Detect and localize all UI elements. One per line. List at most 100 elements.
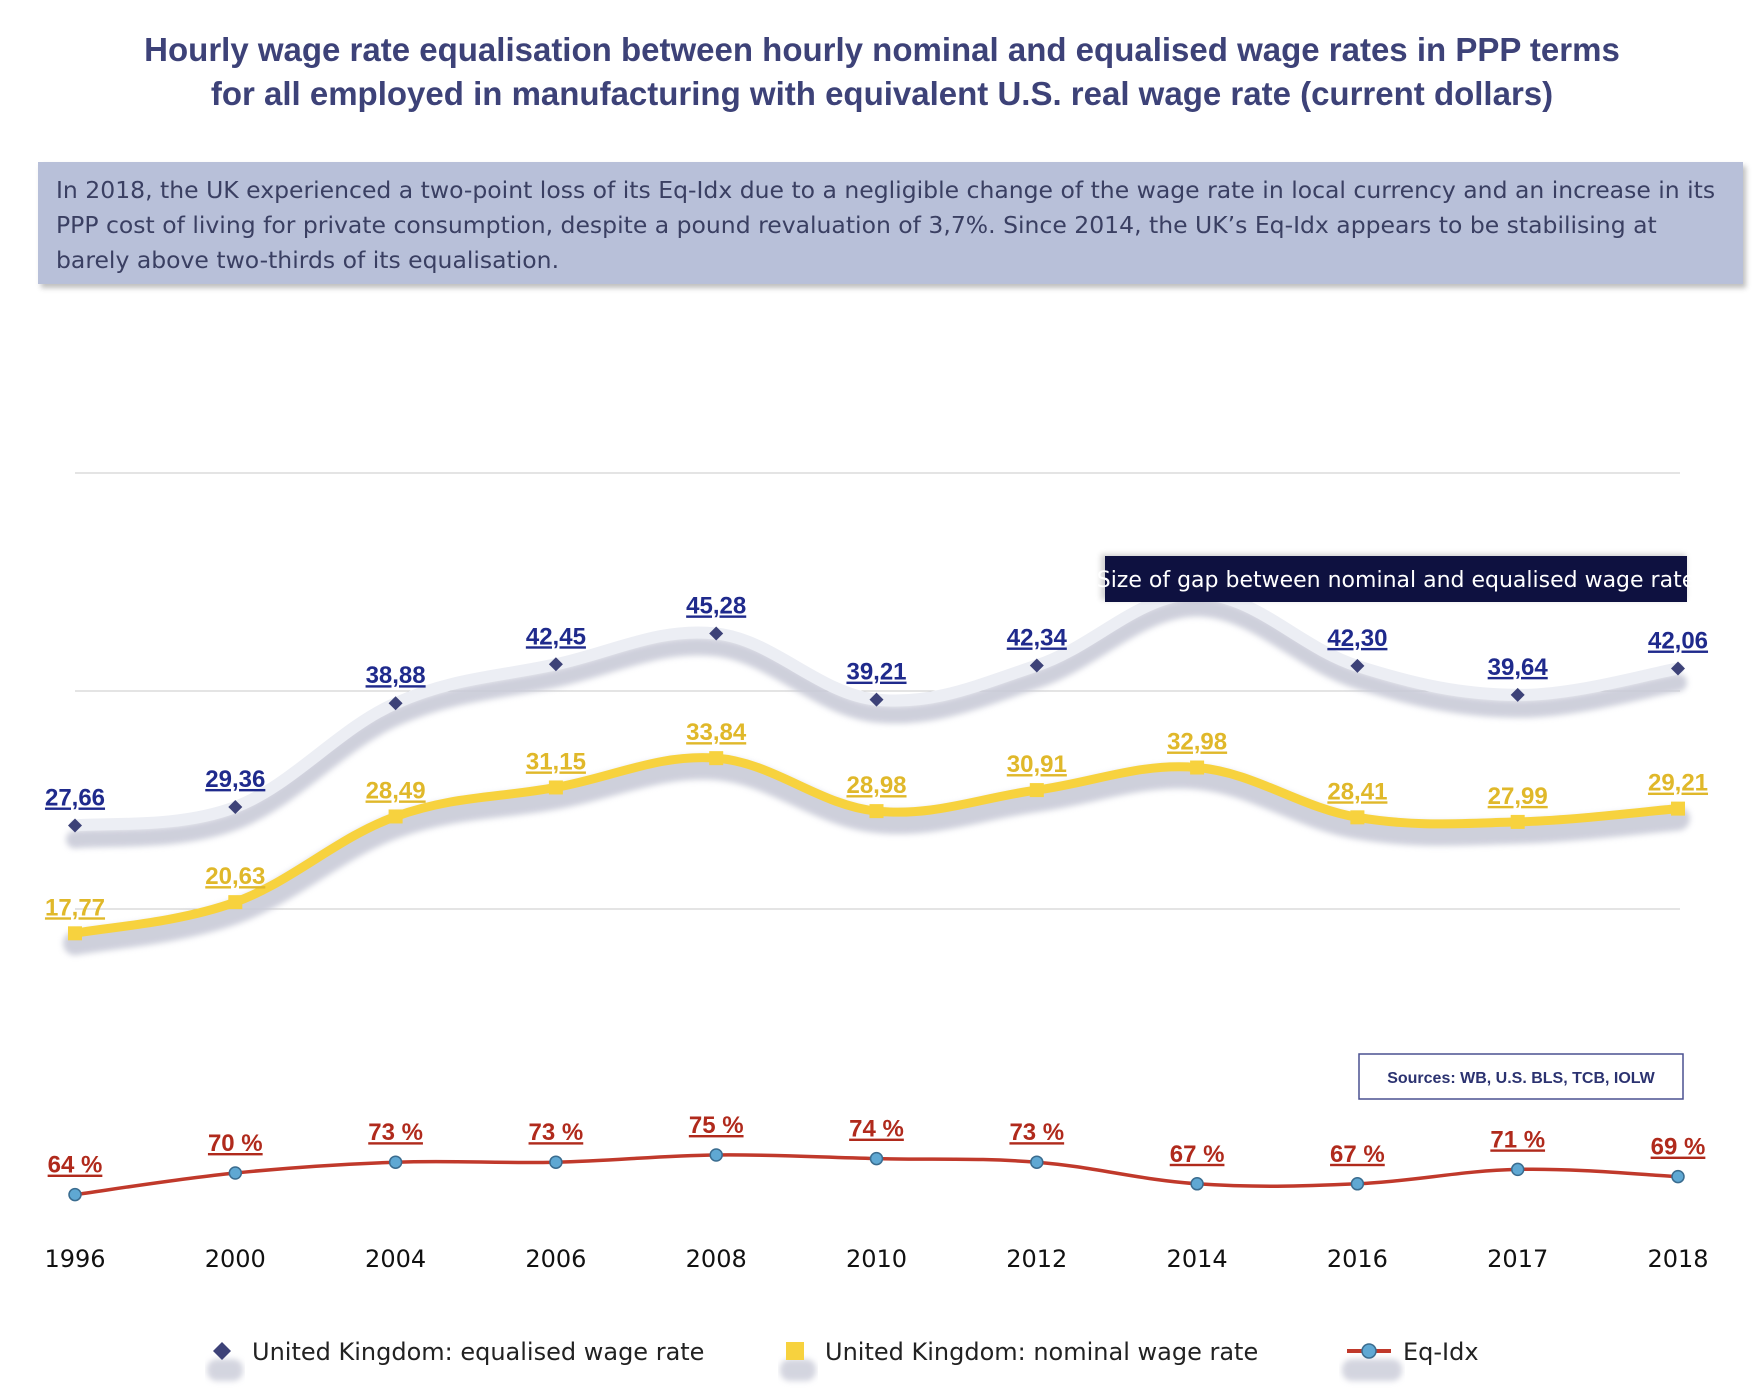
x-axis-ticks: 1996 2000 2004 2006 2008 2010 2012 2014 2016 2017… xyxy=(44,1245,1708,1273)
x-tick-label: 2018 xyxy=(1647,1245,1708,1273)
legend-eq-idx-label: Eq-Idx xyxy=(1403,1338,1479,1366)
equalised-value-label: 27,66 xyxy=(45,785,105,812)
eq-idx-marker xyxy=(869,1151,884,1166)
x-tick-label: 2012 xyxy=(1006,1245,1067,1273)
equalised-value-label: 42,30 xyxy=(1327,625,1387,652)
eq-idx-value-label: 73 % xyxy=(529,1119,584,1146)
x-tick-label: 2000 xyxy=(205,1245,266,1273)
nominal-value-label: 29,21 xyxy=(1648,770,1708,797)
nominal-line-shadow xyxy=(63,755,1690,956)
equalised-value-label: 39,64 xyxy=(1488,654,1549,681)
eq-idx-value-label: 75 % xyxy=(689,1112,744,1139)
equalised-marker xyxy=(869,692,884,707)
eq-idx-value-label: 73 % xyxy=(368,1119,423,1146)
x-tick-label: 1996 xyxy=(44,1245,105,1273)
nominal-marker xyxy=(1029,783,1044,798)
nominal-marker xyxy=(548,780,563,795)
nominal-marker xyxy=(1350,810,1365,825)
legend-equalised-shadow xyxy=(207,1359,243,1381)
x-tick-label: 2008 xyxy=(686,1245,747,1273)
eq-idx-value-label: 67 % xyxy=(1170,1141,1225,1168)
legend-nominal-label: United Kingdom: nominal wage rate xyxy=(825,1338,1258,1366)
eq-idx-marker xyxy=(1671,1169,1685,1184)
nominal-marker xyxy=(228,895,243,910)
eq-idx-value-label: 74 % xyxy=(849,1116,904,1143)
gap-annotation: Size of gap between nominal and equalise… xyxy=(1097,554,1696,602)
eq-idx-marker xyxy=(709,1148,723,1162)
nominal-marker xyxy=(388,809,403,824)
x-tick-label: 2016 xyxy=(1327,1245,1388,1273)
equalised-marker xyxy=(388,696,403,711)
chart-title: Hourly wage rate equalisation between ho… xyxy=(0,28,1764,116)
chart-title-line-2: for all employed in manufacturing with e… xyxy=(210,75,1554,112)
equalised-value-label: 45,28 xyxy=(686,592,746,619)
legend-eq-idx-shadow xyxy=(1342,1359,1402,1381)
legend-nominal: United Kingdom: nominal wage rate xyxy=(780,1338,1258,1381)
equalised-line-shadow xyxy=(66,598,1687,849)
nominal-marker xyxy=(1190,760,1205,775)
nominal-value-label: 30,91 xyxy=(1007,751,1067,778)
equalised-marker xyxy=(68,818,82,833)
eq-idx-value-label: 69 % xyxy=(1651,1134,1706,1161)
nominal-value-label: 33,84 xyxy=(686,719,747,746)
nominal-marker xyxy=(869,804,884,819)
nominal-value-label: 27,99 xyxy=(1488,783,1548,810)
equalised-marker xyxy=(1350,658,1365,673)
equalised-marker xyxy=(1029,658,1044,673)
sources-box: Sources: WB, U.S. BLS, TCB, IOLW xyxy=(1358,1053,1684,1100)
gap-annotation-label: Size of gap between nominal and equalise… xyxy=(1097,568,1696,593)
sources-label: Sources: WB, U.S. BLS, TCB, IOLW xyxy=(1387,1070,1655,1087)
nominal-marker xyxy=(1510,814,1525,829)
eq-idx-marker xyxy=(228,1166,243,1180)
equalised-value-label: 29,36 xyxy=(205,766,265,793)
nominal-marker xyxy=(1671,801,1685,816)
equalised-value-label: 38,88 xyxy=(366,662,426,689)
nominal-value-label: 28,98 xyxy=(846,772,906,799)
legend-equalised-label: United Kingdom: equalised wage rate xyxy=(252,1338,704,1366)
series-shadows xyxy=(63,598,1690,956)
legend-equalised: United Kingdom: equalised wage rate xyxy=(207,1338,704,1381)
nominal-value-label: 32,98 xyxy=(1167,729,1227,756)
eq-idx-value-label: 71 % xyxy=(1490,1126,1545,1153)
equalised-marker xyxy=(548,657,563,672)
equalised-value-label: 42,06 xyxy=(1648,628,1708,655)
equalised-marker xyxy=(1671,661,1685,676)
nominal-value-label: 28,41 xyxy=(1327,778,1387,805)
eq-idx-value-label: 67 % xyxy=(1330,1141,1385,1168)
legend-eq-idx: Eq-Idx xyxy=(1342,1338,1479,1381)
x-tick-label: 2017 xyxy=(1487,1245,1548,1273)
eq-idx-marker xyxy=(1190,1177,1204,1191)
eq-idx-value-label: 70 % xyxy=(208,1130,263,1157)
equalised-marker xyxy=(1510,687,1525,702)
legend-square-marker xyxy=(786,1342,804,1360)
nominal-marker xyxy=(709,751,724,766)
chart-area: 27,6629,3638,8842,4545,2839,2142,3448,92… xyxy=(44,472,1709,1381)
equalised-value-label: 39,21 xyxy=(846,659,906,686)
equalised-marker xyxy=(709,626,724,641)
series-markers xyxy=(68,586,1685,1202)
x-tick-label: 2006 xyxy=(525,1245,586,1273)
legend: United Kingdom: equalised wage rate Unite… xyxy=(207,1338,1479,1381)
data-labels: 27,6629,3638,8842,4545,2839,2142,3448,92… xyxy=(45,553,1708,1179)
chart-title-line-1: Hourly wage rate equalisation between ho… xyxy=(144,31,1620,68)
x-tick-label: 2010 xyxy=(846,1245,907,1273)
eq-idx-marker xyxy=(388,1155,403,1169)
eq-idx-marker xyxy=(1510,1162,1525,1177)
nominal-marker xyxy=(68,926,82,941)
sources-box-frame xyxy=(1358,1053,1684,1100)
nominal-value-label: 31,15 xyxy=(526,748,586,775)
eq-idx-marker xyxy=(68,1187,82,1202)
eq-idx-marker xyxy=(1030,1155,1044,1169)
eq-idx-marker xyxy=(1350,1177,1365,1191)
legend-circle-marker xyxy=(1361,1343,1377,1359)
legend-nominal-shadow xyxy=(780,1359,816,1381)
eq-idx-value-label: 73 % xyxy=(1009,1119,1064,1146)
gap-annotation-box xyxy=(1105,556,1687,602)
nominal-value-label: 17,77 xyxy=(45,894,105,921)
x-tick-label: 2004 xyxy=(365,1245,426,1273)
equalised-value-label: 42,45 xyxy=(526,623,586,650)
nominal-value-label: 20,63 xyxy=(205,863,265,890)
x-tick-label: 2014 xyxy=(1167,1245,1228,1273)
equalised-marker xyxy=(228,799,243,814)
nominal-value-label: 28,49 xyxy=(366,777,426,804)
